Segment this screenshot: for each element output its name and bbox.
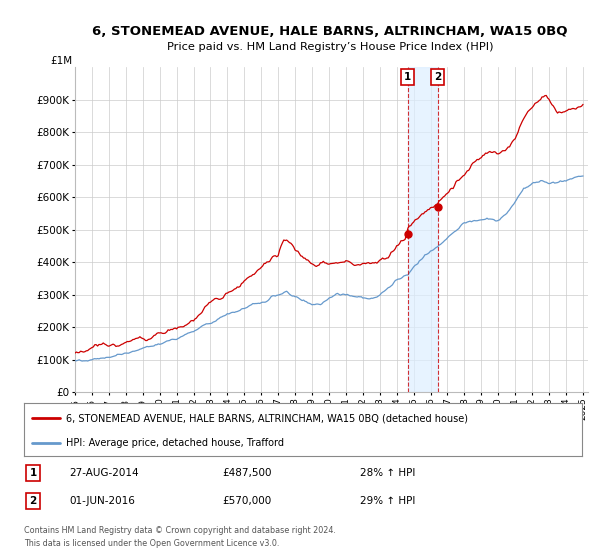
Text: Price paid vs. HM Land Registry’s House Price Index (HPI): Price paid vs. HM Land Registry’s House … xyxy=(167,42,493,52)
Text: 2: 2 xyxy=(434,72,441,82)
Text: £570,000: £570,000 xyxy=(222,496,271,506)
Text: 27-AUG-2014: 27-AUG-2014 xyxy=(69,468,139,478)
Text: 2: 2 xyxy=(29,496,37,506)
Text: 6, STONEMEAD AVENUE, HALE BARNS, ALTRINCHAM, WA15 0BQ (detached house): 6, STONEMEAD AVENUE, HALE BARNS, ALTRINC… xyxy=(66,413,468,423)
Text: 1: 1 xyxy=(29,468,37,478)
Text: This data is licensed under the Open Government Licence v3.0.: This data is licensed under the Open Gov… xyxy=(24,539,280,548)
Text: 29% ↑ HPI: 29% ↑ HPI xyxy=(360,496,415,506)
Text: £487,500: £487,500 xyxy=(222,468,271,478)
Text: Contains HM Land Registry data © Crown copyright and database right 2024.: Contains HM Land Registry data © Crown c… xyxy=(24,526,336,535)
Text: 01-JUN-2016: 01-JUN-2016 xyxy=(69,496,135,506)
Text: 1: 1 xyxy=(404,72,412,82)
Text: 6, STONEMEAD AVENUE, HALE BARNS, ALTRINCHAM, WA15 0BQ: 6, STONEMEAD AVENUE, HALE BARNS, ALTRINC… xyxy=(92,25,568,38)
Text: HPI: Average price, detached house, Trafford: HPI: Average price, detached house, Traf… xyxy=(66,438,284,448)
Text: 28% ↑ HPI: 28% ↑ HPI xyxy=(360,468,415,478)
Text: £1M: £1M xyxy=(50,55,73,66)
